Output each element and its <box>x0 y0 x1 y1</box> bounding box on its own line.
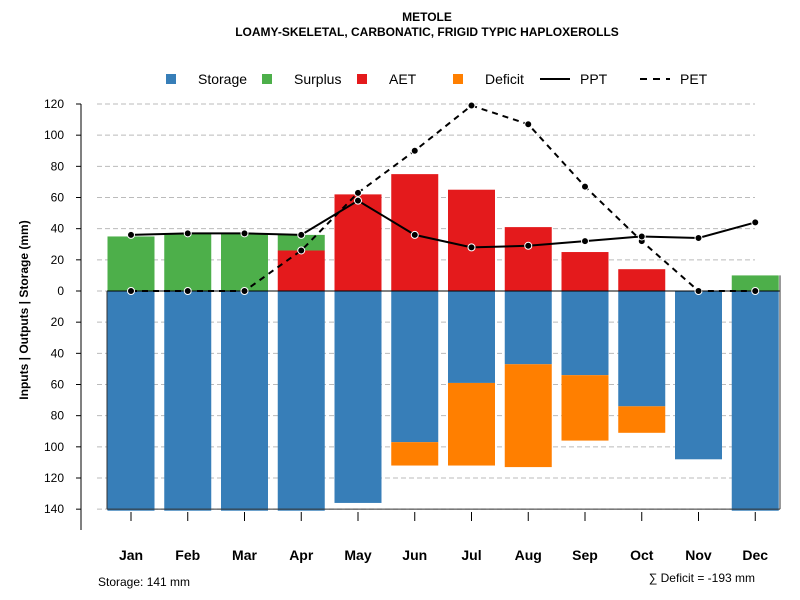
y-tick-label: 120 <box>44 97 64 111</box>
x-tick-label: Feb <box>175 547 200 563</box>
legend-label: Deficit <box>485 71 524 87</box>
y-tick-label: 0 <box>57 284 64 298</box>
storage-bar <box>675 291 722 460</box>
ppt-point <box>581 237 589 246</box>
chart-subtitle: LOAMY-SKELETAL, CARBONATIC, FRIGID TYPIC… <box>235 25 619 39</box>
legend-label: Storage <box>198 71 247 87</box>
storage-bar <box>107 291 155 511</box>
x-tick-label: Aug <box>515 547 542 563</box>
legend-label: Surplus <box>294 71 341 87</box>
pet-point <box>410 146 419 155</box>
y-tick-label: 60 <box>51 191 65 205</box>
storage-bar <box>448 291 495 383</box>
surplus-bar <box>221 233 268 291</box>
y-tick-label: 60 <box>51 378 65 392</box>
pet-point <box>354 188 362 197</box>
surplus-bar <box>107 236 155 291</box>
x-tick-label: Jan <box>119 547 143 563</box>
deficit-bar <box>618 406 666 433</box>
aet-bar <box>504 227 552 291</box>
y-tick-label: 120 <box>44 471 64 485</box>
y-tick-label: 20 <box>51 315 65 329</box>
ppt-point <box>297 230 306 239</box>
storage-annotation: Storage: 141 mm <box>98 575 190 589</box>
storage-bar <box>504 291 552 365</box>
legend-swatch-aet <box>357 74 367 84</box>
x-tick-label: Oct <box>630 547 654 563</box>
deficit-annotation: ∑ Deficit = -193 mm <box>649 571 755 585</box>
deficit-bar <box>504 364 552 468</box>
ppt-point <box>751 218 760 227</box>
x-tick-label: Jun <box>402 547 427 563</box>
ppt-point <box>240 229 249 238</box>
x-tick-label: May <box>344 547 371 563</box>
storage-bar <box>221 291 268 511</box>
legend-label: PET <box>680 71 708 87</box>
storage-bar <box>164 291 212 511</box>
y-tick-label: 100 <box>44 128 64 142</box>
x-tick-label: Mar <box>232 547 257 563</box>
y-tick-label: 80 <box>51 409 65 423</box>
legend-label: AET <box>389 71 417 87</box>
ppt-point <box>694 234 703 243</box>
storage-bar <box>277 291 325 511</box>
ppt-point <box>524 241 533 250</box>
ppt-point <box>354 196 362 205</box>
storage-bar <box>391 291 439 443</box>
y-tick-label: 80 <box>51 159 65 173</box>
y-tick-label: 140 <box>44 502 64 516</box>
pet-point <box>297 246 306 255</box>
y-tick-label: 40 <box>51 222 65 236</box>
aet-bar <box>277 250 325 291</box>
x-tick-label: Sep <box>572 547 598 563</box>
legend-swatch-deficit <box>453 74 463 84</box>
ppt-point <box>410 230 419 239</box>
surplus-bar <box>164 233 212 291</box>
ppt-point <box>127 230 135 239</box>
pet-point <box>183 287 192 295</box>
surplus-bar <box>731 275 779 291</box>
ppt-point <box>637 232 646 241</box>
y-axis-label: Inputs | Outputs | Storage (mm) <box>17 220 31 399</box>
pet-point <box>240 287 249 295</box>
deficit-bar <box>561 375 609 441</box>
y-tick-label: 40 <box>51 346 65 360</box>
storage-bar <box>334 291 382 503</box>
ppt-point <box>467 243 476 252</box>
aet-bar <box>561 252 609 291</box>
x-tick-label: Jul <box>461 547 481 563</box>
storage-bar <box>731 291 779 511</box>
pet-point <box>467 101 476 110</box>
y-tick-label: 20 <box>51 253 65 267</box>
ppt-line <box>130 199 756 249</box>
aet-bar <box>448 189 495 291</box>
legend-swatch-storage <box>166 74 176 84</box>
aet-bar <box>334 194 382 291</box>
ppt-point <box>183 229 192 238</box>
pet-point <box>751 287 760 295</box>
pet-point <box>127 287 135 295</box>
x-tick-label: Apr <box>289 547 314 563</box>
y-tick-label: 100 <box>44 440 64 454</box>
legend-label: PPT <box>580 71 608 87</box>
deficit-bar <box>391 442 439 466</box>
aet-bar <box>618 269 666 291</box>
legend-swatch-surplus <box>262 74 272 84</box>
x-tick-label: Nov <box>685 547 712 563</box>
deficit-bar <box>448 382 495 466</box>
pet-point <box>524 120 533 129</box>
x-tick-label: Dec <box>742 547 768 563</box>
pet-point <box>694 287 703 295</box>
chart-title: METOLE <box>402 10 452 24</box>
storage-bar <box>618 291 666 407</box>
pet-point <box>581 182 589 191</box>
pet-line <box>131 104 756 292</box>
storage-bar <box>561 291 609 376</box>
